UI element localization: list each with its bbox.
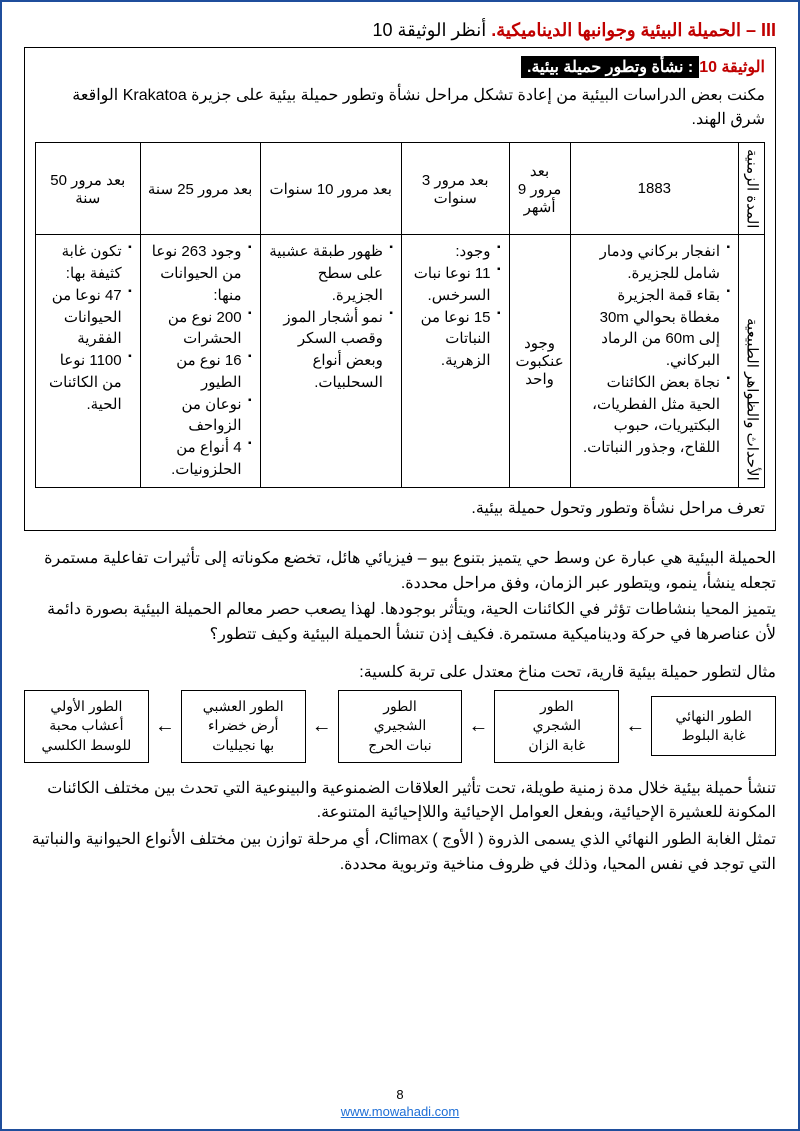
list-item: 16 نوع من الطيور	[147, 350, 252, 394]
list-item: وجود 263 نوعا من الحيوانات منها:	[147, 241, 252, 306]
col-header: 1883	[570, 143, 738, 235]
section-title: III – الحميلة البيئية وجوانبها الديناميك…	[24, 20, 776, 41]
doc-intro: مكنت بعض الدراسات البيئية من إعادة تشكل …	[35, 84, 765, 132]
body-para: يتميز المحيا بنشاطات تؤثر في الكائنات ال…	[24, 598, 776, 648]
footer-url: www.mowahadi.com	[341, 1104, 460, 1119]
title-main: الحميلة البيئية وجوانبها الديناميكية.	[491, 20, 741, 40]
flow-box-3: الطورالشجريغابة الزان	[494, 690, 619, 763]
arrow-icon: ←	[310, 715, 334, 738]
events-cell-5: تكون غابة كثيفة بها:47 نوعا من الحيوانات…	[36, 235, 141, 487]
col-header: بعد مرور 3 سنوات	[401, 143, 509, 235]
flowchart: الطور الأوليأعشاب محبةللوسط الكلسي ← الط…	[24, 690, 776, 763]
col-header: بعد مرور 9 أشهر	[509, 143, 570, 235]
list-item: 47 نوعا من الحيوانات الفقرية	[42, 285, 132, 350]
list-item: انفجار بركاني ودمار شامل للجزيرة.	[577, 241, 730, 285]
page-frame: III – الحميلة البيئية وجوانبها الديناميك…	[0, 0, 800, 1131]
list-item: نجاة بعض الكائنات الحية مثل الفطريات، ال…	[577, 372, 730, 459]
arrow-icon: ←	[623, 715, 647, 738]
flow-box-1: الطور العشبيأرض خضراءبها نجيليات	[181, 690, 306, 763]
document-box: الوثيقة 10: نشأة وتطور حميلة بيئية. مكنت…	[24, 47, 776, 531]
list-item: 11 نوعا نبات السرخس.	[408, 263, 501, 307]
table-row: الأحداث والظواهر الطبيعية انفجار بركاني …	[36, 235, 765, 487]
events-cell-2: وجود:11 نوعا نبات السرخس.15 نوعا من النب…	[401, 235, 509, 487]
list-item: 4 أنواع من الحلزونيات.	[147, 437, 252, 481]
page-number: 8	[2, 1087, 798, 1102]
doc-label-row: الوثيقة 10: نشأة وتطور حميلة بيئية.	[35, 56, 765, 78]
row-header-events: الأحداث والظواهر الطبيعية	[739, 235, 765, 487]
table-row: المدة الزمنية 1883 بعد مرور 9 أشهر بعد م…	[36, 143, 765, 235]
closing-para: تمثل الغابة الطور النهائي الذي يسمى الذر…	[24, 828, 776, 878]
arrow-icon: ←	[466, 715, 490, 738]
title-prefix: III –	[746, 20, 776, 40]
list-item: 200 نوع من الحشرات	[147, 307, 252, 351]
task: تعرف مراحل نشأة وتطور وتحول حميلة بيئية.	[35, 498, 765, 518]
list-item: بقاء قمة الجزيرة مغطاة بحوالي 30m إلى 60…	[577, 285, 730, 372]
closing-text: تنشأ حميلة بيئية خلال مدة زمنية طويلة، ت…	[24, 777, 776, 878]
example-label: مثال لتطور حميلة بيئية قارية، تحت مناخ م…	[24, 662, 776, 682]
col-header: بعد مرور 10 سنوات	[260, 143, 401, 235]
events-cell-1: وجود عنكبوت واحد	[509, 235, 570, 487]
list-item: تكون غابة كثيفة بها:	[42, 241, 132, 285]
flow-box-2: الطورالشجيرينبات الحرج	[338, 690, 463, 763]
doc-label-num: 10	[699, 59, 717, 76]
list-item: ظهور طبقة عشبية على سطح الجزيرة.	[267, 241, 393, 306]
events-cell-4: وجود 263 نوعا من الحيوانات منها:200 نوع …	[140, 235, 260, 487]
list-item: نوعان من الزواحف	[147, 394, 252, 438]
title-ref: أنظر الوثيقة 10	[372, 20, 486, 40]
list-item: نمو أشجار الموز وقصب السكر وبعض أنواع ال…	[267, 307, 393, 394]
flow-box-4: الطور النهائيغابة البلوط	[651, 696, 776, 756]
list-item: 15 نوعا من النباتات الزهرية.	[408, 307, 501, 372]
flow-box-0: الطور الأوليأعشاب محبةللوسط الكلسي	[24, 690, 149, 763]
closing-para: تنشأ حميلة بيئية خلال مدة زمنية طويلة، ت…	[24, 777, 776, 827]
row-header-time: المدة الزمنية	[739, 143, 765, 235]
events-cell-3: ظهور طبقة عشبية على سطح الجزيرة.نمو أشجا…	[260, 235, 401, 487]
doc-label-title: : نشأة وتطور حميلة بيئية.	[521, 56, 699, 78]
col-header: بعد مرور 50 سنة	[36, 143, 141, 235]
body-text: الحميلة البيئية هي عبارة عن وسط حي يتميز…	[24, 547, 776, 648]
doc-label-prefix: الوثيقة	[717, 59, 765, 76]
list-item: وجود:	[408, 241, 501, 263]
list-item: 1100 نوعا من الكائنات الحية.	[42, 350, 132, 415]
krakatoa-table: المدة الزمنية 1883 بعد مرور 9 أشهر بعد م…	[35, 142, 765, 488]
arrow-icon: ←	[153, 715, 177, 738]
col-header: بعد مرور 25 سنة	[140, 143, 260, 235]
body-para: الحميلة البيئية هي عبارة عن وسط حي يتميز…	[24, 547, 776, 597]
footer: 8 www.mowahadi.com	[2, 1087, 798, 1119]
events-cell-0: انفجار بركاني ودمار شامل للجزيرة.بقاء قم…	[570, 235, 738, 487]
